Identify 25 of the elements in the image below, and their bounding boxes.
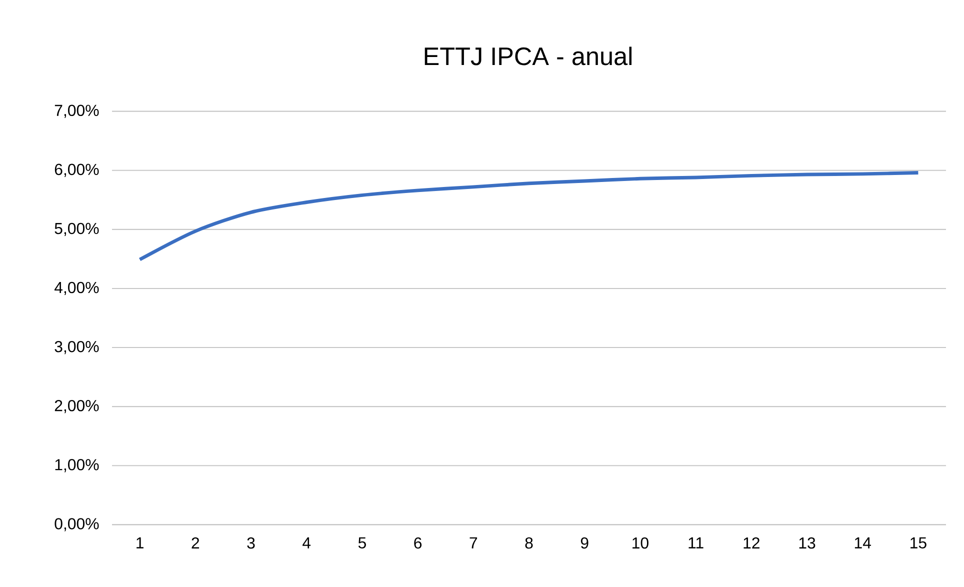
y-tick-label: 5,00%	[54, 223, 99, 236]
x-tick-label: 14	[854, 538, 871, 548]
y-tick-label: 1,00%	[55, 459, 99, 472]
line-series	[138, 171, 920, 262]
y-tick-label: 2,00%	[54, 400, 99, 414]
x-tick-label: 6	[414, 538, 422, 549]
x-tick-label: 2	[192, 538, 200, 549]
y-tick-label: 0,00%	[54, 518, 99, 532]
x-tick-label: 10	[632, 538, 648, 549]
chart-title: ETTJ IPCA - anual	[424, 46, 632, 66]
x-tick-label: 13	[799, 538, 816, 549]
y-tick-label: 4,00%	[54, 282, 99, 296]
x-tick-label: 12	[744, 538, 760, 549]
y-tick-label: 7,00%	[54, 104, 99, 118]
x-tick-label: 15	[910, 538, 926, 549]
x-tick-label: 8	[525, 538, 533, 549]
x-tick-label: 7	[470, 538, 478, 548]
x-tick-label: 9	[580, 538, 588, 549]
x-tick-label: 11	[688, 538, 704, 548]
x-tick-label: 1	[136, 538, 144, 548]
y-tick-label: 6,00%	[54, 164, 99, 178]
x-tick-label: 4	[302, 538, 311, 548]
x-tick-label: 5	[358, 538, 366, 549]
y-tick-label: 3,00%	[54, 341, 99, 354]
x-tick-label: 3	[247, 538, 255, 549]
